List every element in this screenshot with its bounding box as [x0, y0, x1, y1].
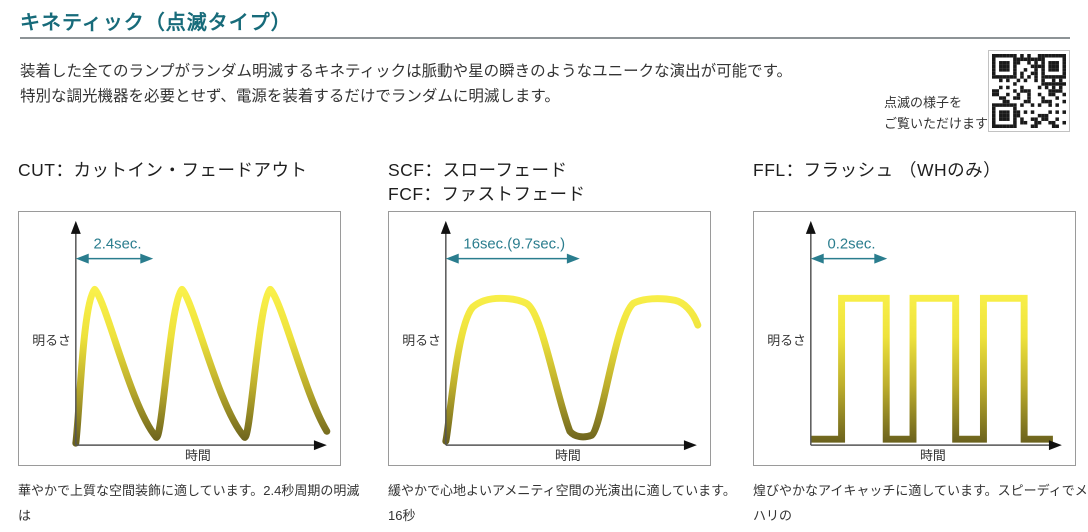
panel-cut-caption: 華やかで上質な空間装飾に適しています。2.4秒周期の明滅は 点灯を素早く、消灯を…	[18, 478, 368, 532]
period-arrow-right-head-icon	[140, 253, 154, 264]
cut-waveform-curve	[72, 285, 331, 447]
x-axis-label: 時間	[185, 448, 211, 463]
period-label: 2.4sec.	[94, 237, 142, 253]
caption-line-1: 華やかで上質な空間装飾に適しています。2.4秒周期の明滅は	[18, 483, 360, 523]
panel-scf-title: SCF：スローフェード FCF：ファストフェード	[388, 158, 711, 206]
y-axis-label: 明るさ	[402, 333, 441, 348]
caption-line-1: 煌びやかなアイキャッチに適しています。スピーディでメリハリの	[753, 483, 1088, 523]
period-arrow-right-head-icon	[874, 253, 888, 264]
y-axis-label: 明るさ	[32, 333, 71, 348]
y-axis-arrowhead-icon	[805, 220, 816, 234]
y-axis-arrowhead-icon	[440, 220, 451, 234]
x-axis-label: 時間	[555, 448, 581, 463]
panel-scf-title-line1: SCF：スローフェード	[388, 160, 568, 180]
scf-waveform-curve	[442, 294, 702, 445]
panel-cut-title: CUT：カットイン・フェードアウト	[18, 158, 341, 182]
caption-line-1: 緩やかで心地よいアメニティ空間の光演出に適しています。16秒	[388, 483, 736, 523]
panel-ffl-title-line1: FFL：フラッシュ （WHのみ）	[753, 160, 1002, 180]
qr-caption-line-1: 点滅の様子を	[884, 95, 963, 110]
panel-cut: CUT：カットイン・フェードアウト 明るさ 時間	[18, 158, 359, 523]
qr-caption-line-2: ご覧いただけます	[884, 116, 989, 131]
title-divider	[20, 37, 1070, 39]
panel-scf-fcf: SCF：スローフェード FCF：ファストフェード 明るさ 時間	[388, 158, 736, 523]
ffl-chart: 明るさ 時間 0.2sec.	[753, 211, 1076, 466]
period-arrow-right-head-icon	[566, 253, 580, 264]
qr-code-icon	[992, 54, 1066, 128]
period-arrow-left-head-icon	[810, 253, 824, 264]
x-axis-arrowhead-icon	[683, 440, 697, 451]
cut-waveform-figure: 明るさ 時間 2.4sec.	[32, 220, 331, 463]
period-label: 0.2sec.	[828, 237, 876, 253]
intro-line-2: 特別な調光機器を必要とせず、電源を装着するだけでランダムに明滅します。	[20, 88, 560, 105]
ffl-waveform-curve	[810, 294, 1053, 443]
qr-caption: 点滅の様子を ご覧いただけます	[884, 92, 988, 134]
y-axis-arrowhead-icon	[70, 220, 81, 234]
period-arrow-left-head-icon	[75, 253, 89, 264]
period-label: 16sec.(9.7sec.)	[463, 237, 565, 253]
panel-scf-title-line2: FCF：ファストフェード	[388, 184, 586, 204]
x-axis-arrowhead-icon	[1048, 440, 1062, 451]
scf-chart: 明るさ 時間 16sec.(9.7sec.)	[388, 211, 711, 466]
ffl-waveform-figure: 明るさ 時間 0.2sec.	[767, 220, 1062, 463]
intro-line-1: 装着した全てのランプがランダム明滅するキネティックは脈動や星の瞬きのようなユニー…	[20, 63, 793, 80]
panel-scf-caption: 緩やかで心地よいアメニティ空間の光演出に適しています。16秒 (9.7秒)周期で…	[388, 478, 738, 532]
panel-ffl-title: FFL：フラッシュ （WHのみ）	[753, 158, 1076, 182]
qr-code	[988, 50, 1070, 132]
panel-cut-title-line1: CUT：カットイン・フェードアウト	[18, 160, 308, 180]
cut-chart: 明るさ 時間 2.4sec.	[18, 211, 341, 466]
y-axis-label: 明るさ	[767, 333, 806, 348]
x-axis-label: 時間	[920, 448, 946, 463]
page-title: キネティック（点滅タイプ）	[20, 12, 292, 34]
panel-ffl-caption: 煌びやかなアイキャッチに適しています。スピーディでメリハリの あるON-OFF制…	[753, 478, 1088, 532]
panel-ffl: FFL：フラッシュ （WHのみ） 明るさ 時間	[753, 158, 1088, 523]
period-arrow-left-head-icon	[445, 253, 459, 264]
x-axis-arrowhead-icon	[313, 440, 327, 451]
intro-text: 装着した全てのランプがランダム明滅するキネティックは脈動や星の瞬きのようなユニー…	[20, 59, 792, 109]
scf-waveform-figure: 明るさ 時間 16sec.(9.7sec.)	[402, 220, 702, 463]
